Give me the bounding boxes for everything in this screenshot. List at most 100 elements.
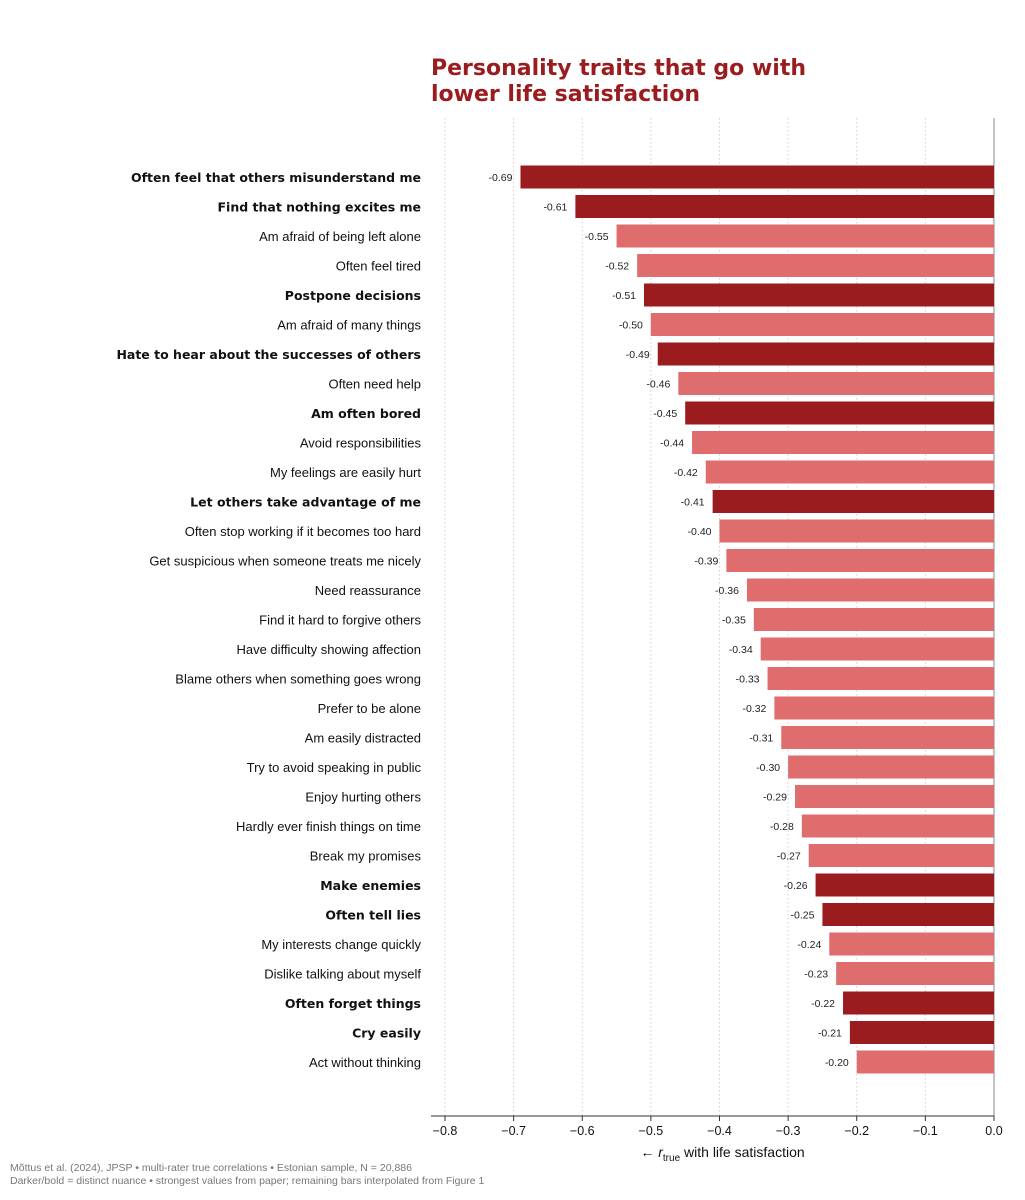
value-label: -0.35 (722, 615, 746, 627)
bar (746, 578, 994, 602)
value-label: -0.32 (742, 703, 766, 715)
category-label: Often tell lies (325, 908, 421, 923)
bar (836, 962, 994, 985)
value-label: -0.34 (729, 644, 753, 656)
bar (849, 1021, 994, 1044)
bar (726, 549, 994, 572)
category-label: Often forget things (285, 996, 421, 1011)
category-label: Break my promises (310, 849, 422, 864)
footer-line-1: Mõttus et al. (2024), JPSP • multi-rater… (10, 1162, 412, 1174)
category-label: Often feel that others misunderstand me (131, 170, 421, 185)
bar (692, 431, 994, 454)
value-label: -0.31 (749, 733, 773, 745)
value-label: -0.44 (660, 438, 684, 450)
value-label: -0.25 (791, 910, 815, 922)
chart-title-line-2: lower life satisfaction (431, 82, 701, 107)
category-label: Hate to hear about the successes of othe… (116, 347, 421, 362)
category-label: Make enemies (320, 878, 421, 893)
bar (815, 873, 994, 897)
chart-title-line-1: Personality traits that go with (431, 56, 806, 81)
bar (760, 637, 994, 661)
x-tick-label: −0.8 (433, 1124, 458, 1138)
value-label: -0.46 (646, 379, 670, 391)
bar (520, 165, 994, 189)
bar (719, 519, 994, 543)
source-footer: Mõttus et al. (2024), JPSP • multi-rater… (10, 1162, 484, 1188)
x-tick-label: −0.3 (776, 1124, 801, 1138)
category-label: Find it hard to forgive others (259, 613, 421, 628)
value-label: -0.55 (585, 231, 609, 243)
bar (774, 696, 994, 720)
x-tick-label: −0.2 (844, 1124, 869, 1138)
x-tick-label: −0.4 (707, 1124, 732, 1138)
value-label: -0.23 (804, 969, 828, 981)
value-label: -0.33 (736, 674, 760, 686)
bar (705, 460, 994, 484)
value-label: -0.41 (681, 497, 705, 509)
value-label: -0.20 (825, 1057, 849, 1069)
bar (856, 1050, 994, 1074)
bar (794, 785, 994, 808)
bar (822, 903, 994, 926)
value-label: -0.61 (543, 202, 567, 214)
bar (712, 490, 994, 513)
category-label: Let others take advantage of me (190, 495, 421, 510)
value-label: -0.26 (784, 880, 808, 892)
category-label: Enjoy hurting others (305, 790, 421, 805)
value-label: -0.51 (612, 290, 636, 302)
value-label: -0.24 (797, 939, 821, 951)
value-label: -0.36 (715, 585, 739, 597)
value-label: -0.30 (756, 762, 780, 774)
chart-title: Personality traits that go with lower li… (431, 56, 991, 108)
bar (616, 224, 994, 248)
category-label: Am afraid of being left alone (259, 229, 421, 244)
category-label: Prefer to be alone (318, 701, 421, 716)
bar (644, 283, 994, 307)
category-label: Am afraid of many things (277, 318, 421, 333)
value-label: -0.40 (688, 526, 712, 538)
category-label: My feelings are easily hurt (270, 465, 421, 480)
category-label: Often need help (328, 377, 421, 392)
category-label: Act without thinking (309, 1055, 421, 1070)
bar (781, 726, 994, 749)
category-label: Often feel tired (336, 259, 421, 274)
bar (657, 342, 994, 366)
bar (637, 254, 994, 277)
x-tick-label: −0.6 (570, 1124, 595, 1138)
value-label: -0.39 (694, 556, 718, 568)
category-label: My interests change quickly (261, 937, 421, 952)
category-label: Avoid responsibilities (300, 436, 422, 451)
bar (678, 372, 994, 395)
x-tick-label: −0.1 (913, 1124, 938, 1138)
category-label: Am easily distracted (305, 731, 421, 746)
bar (650, 313, 994, 336)
category-label: Get suspicious when someone treats me ni… (149, 554, 421, 569)
category-label: Need reassurance (315, 583, 421, 598)
x-tick-label: −0.5 (639, 1124, 664, 1138)
category-label: Am often bored (311, 406, 421, 421)
category-label: Cry easily (352, 1026, 421, 1041)
bar (808, 844, 994, 867)
value-label: -0.42 (674, 467, 698, 479)
bar (843, 991, 994, 1015)
bar (685, 401, 994, 425)
bar (829, 932, 994, 956)
value-label: -0.27 (777, 851, 801, 863)
bar (767, 667, 994, 690)
category-label: Find that nothing excites me (218, 200, 422, 215)
value-label: -0.21 (818, 1028, 842, 1040)
bar (788, 755, 994, 779)
value-label: -0.29 (763, 792, 787, 804)
footer-line-2: Darker/bold = distinct nuance • stronges… (10, 1175, 485, 1187)
category-label: Hardly ever finish things on time (236, 819, 421, 834)
value-label: -0.49 (626, 349, 650, 361)
category-label: Dislike talking about myself (264, 967, 421, 982)
bar (575, 195, 994, 218)
bar (801, 814, 994, 838)
value-label: -0.45 (653, 408, 677, 420)
value-label: -0.50 (619, 320, 643, 332)
category-label: Often stop working if it becomes too har… (185, 524, 421, 539)
value-label: -0.22 (811, 998, 835, 1010)
x-axis-label: ← rtrue with life satisfaction (640, 1144, 804, 1164)
